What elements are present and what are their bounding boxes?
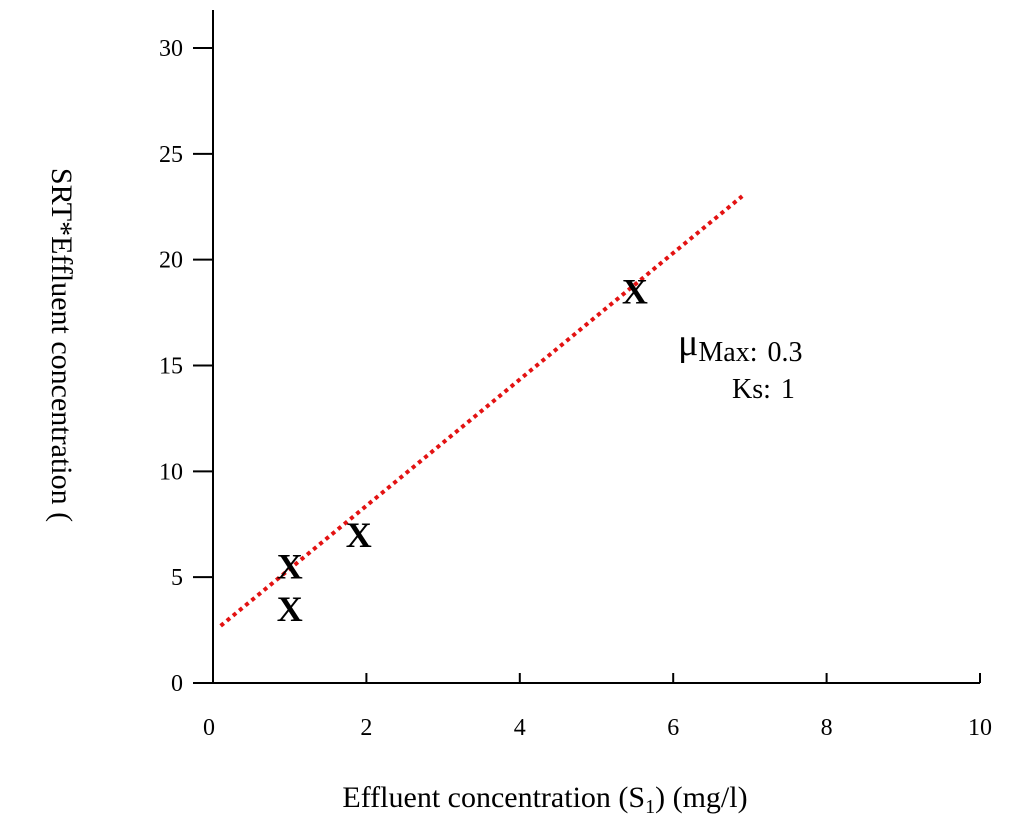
y-ticks: 0 5 10 15 20 25 30 xyxy=(159,36,213,697)
data-point-4: X xyxy=(622,271,648,311)
x-tick-label-4: 4 xyxy=(514,715,526,741)
parameter-annotation: μMax: 0.3 Ks: 1 xyxy=(678,322,802,405)
ks-label: Ks: xyxy=(732,374,771,405)
x-tick-label-0: 0 xyxy=(203,715,215,741)
data-point-2: X xyxy=(277,547,303,587)
fit-line xyxy=(219,194,744,628)
data-point-1: X xyxy=(277,589,303,629)
y-tick-label-0: 0 xyxy=(171,671,183,697)
ks-value: 1 xyxy=(781,374,795,405)
x-tick-label-2: 2 xyxy=(360,715,372,741)
x-tick-label-8: 8 xyxy=(821,715,833,741)
y-tick-label-15: 15 xyxy=(159,354,183,380)
mu-symbol: μ xyxy=(678,322,698,364)
y-tick-label-20: 20 xyxy=(159,248,183,274)
x-tick-label-6: 6 xyxy=(667,715,679,741)
x-axis-title: Effluent concentration (S1) (mg/l) xyxy=(342,781,747,818)
svg-text:μMax:0.3: μMax: 0.3 xyxy=(678,322,802,368)
y-tick-label-10: 10 xyxy=(159,459,183,485)
mu-value: 0.3 xyxy=(767,337,802,368)
y-axis-title: SRT*Effluent concentration ( xyxy=(45,168,78,522)
y-tick-label-25: 25 xyxy=(159,142,183,168)
x-ticks: 0 2 4 6 8 10 xyxy=(203,673,992,741)
mu-subscript: Max: xyxy=(698,337,757,368)
svg-text:Ks:1: Ks: 1 xyxy=(732,374,795,405)
y-tick-label-5: 5 xyxy=(171,565,183,591)
y-tick-label-30: 30 xyxy=(159,36,183,62)
x-tick-label-10: 10 xyxy=(968,715,992,741)
x-axis-title-subscript: 1 xyxy=(645,796,655,818)
data-point-3: X xyxy=(346,515,372,555)
